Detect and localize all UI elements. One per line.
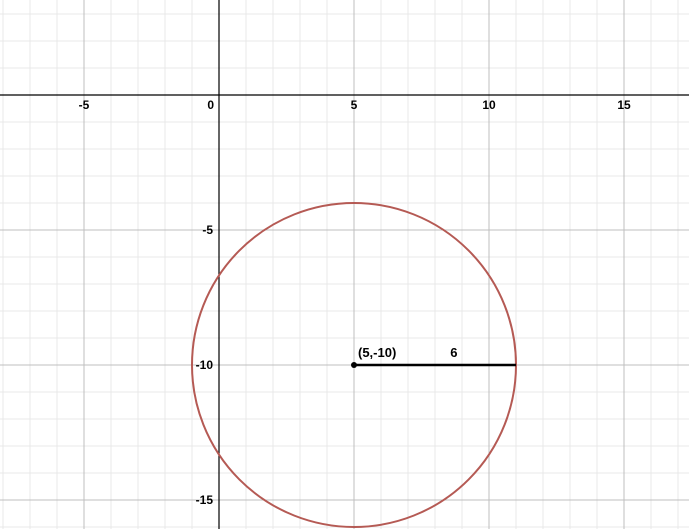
x-tick-label: -5 [79, 98, 90, 112]
cartesian-plot: -505101520-5-10-15 (5,-10)6 [0, 0, 689, 529]
minor-gridlines [0, 0, 689, 529]
axes [0, 0, 689, 529]
x-tick-label: 15 [617, 98, 631, 112]
x-tick-label: 0 [207, 98, 214, 112]
center-label: (5,-10) [358, 345, 396, 360]
x-tick-label: 5 [351, 98, 358, 112]
center-dot [351, 362, 357, 368]
y-tick-label: -5 [202, 223, 213, 237]
x-tick-label: 10 [482, 98, 496, 112]
y-tick-label: -10 [196, 358, 214, 372]
major-gridlines [0, 0, 689, 529]
y-tick-label: -15 [196, 493, 214, 507]
radius-label: 6 [450, 345, 457, 360]
